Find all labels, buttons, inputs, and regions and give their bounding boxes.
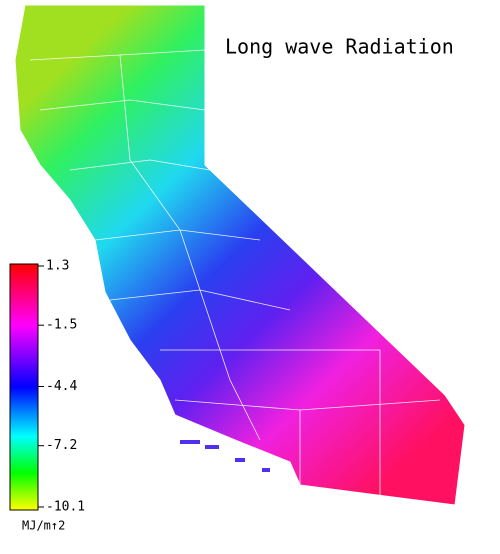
tick-label: 1.3	[46, 259, 69, 274]
map-title: Long wave Radiation	[225, 35, 454, 59]
colorbar-ticks: 1.3 -1.5 -4.4 -7.2 -10.1	[38, 259, 85, 515]
tick-label: -7.2	[46, 438, 77, 453]
colorbar-unit: MJ/m↑2	[22, 519, 65, 533]
colorbar	[9, 263, 39, 511]
state-shape	[14, 4, 466, 506]
county-lines	[29, 49, 441, 495]
tick-label: -10.1	[46, 500, 85, 515]
tick-label: -4.4	[46, 379, 77, 394]
islands	[180, 440, 270, 472]
tick-label: -1.5	[46, 318, 77, 333]
